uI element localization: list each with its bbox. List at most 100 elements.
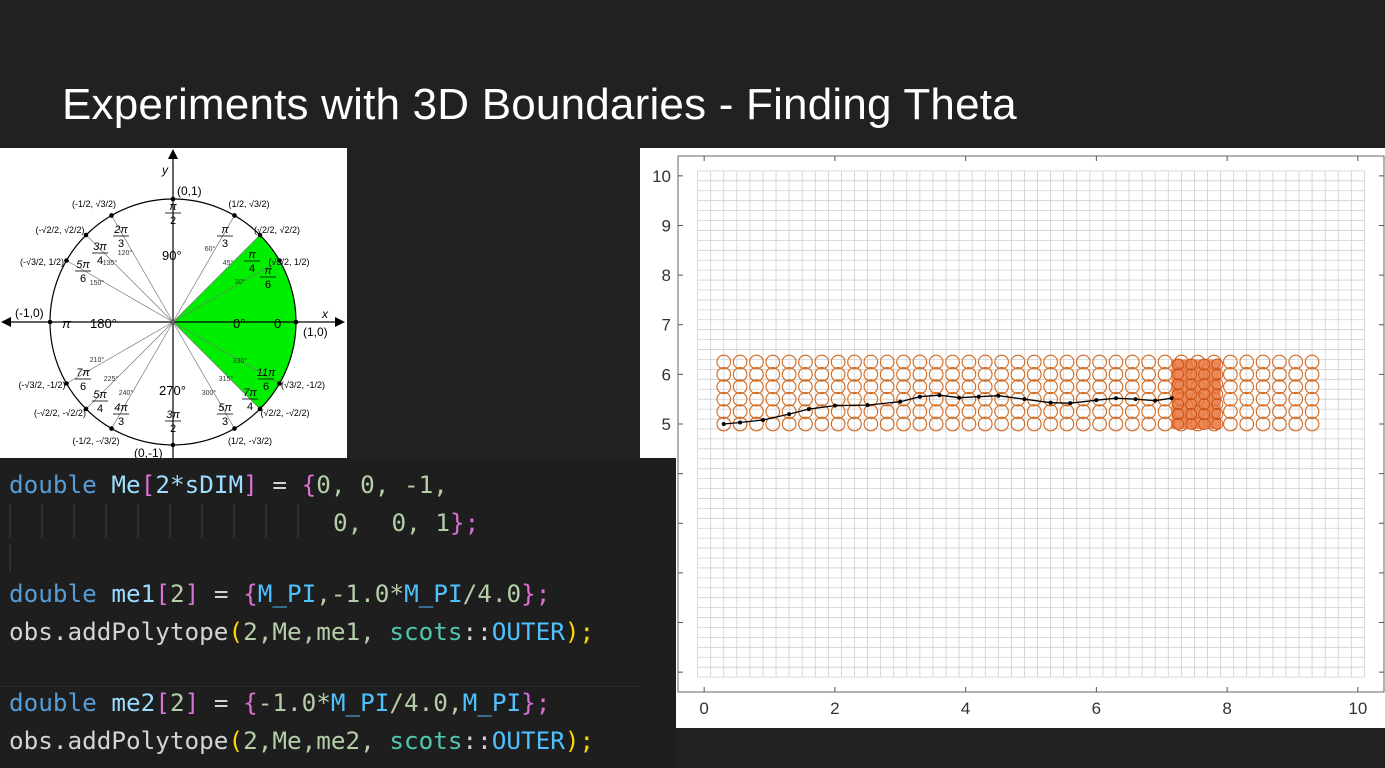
radian-label: π4 [244, 249, 260, 275]
obstacle-cell [1075, 391, 1091, 407]
obstacle-cell [1239, 354, 1255, 370]
circle-point-210 [64, 381, 69, 386]
degree-label: 60° [205, 245, 216, 253]
coordinate-label: (1/2, -√3/2) [228, 436, 272, 446]
radian-numerator: 5π [93, 389, 107, 401]
obstacle-cell [814, 367, 830, 382]
obstacle-cell [1288, 367, 1304, 382]
radian-label: 5π3 [217, 402, 233, 428]
obstacle-cell [1255, 354, 1271, 370]
obstacle-cell [961, 416, 977, 432]
trajectory-point [898, 399, 903, 404]
radian-numerator: 7π [76, 367, 90, 379]
target-cell [1211, 368, 1224, 381]
obstacle-cell [1059, 391, 1075, 407]
obstacle-cell [1108, 379, 1124, 395]
obstacle-cell [961, 391, 977, 407]
radian-denominator: 6 [80, 273, 86, 285]
obstacle-cell [1239, 416, 1255, 432]
obstacle-cell [1075, 354, 1091, 370]
obstacle-cell [879, 379, 895, 395]
trajectory-point [917, 394, 922, 399]
degree-label: 315° [219, 375, 234, 383]
coordinate-label: (√2/2, -√2/2) [261, 408, 310, 418]
obstacle-cell [1288, 416, 1304, 432]
circle-point-150 [64, 258, 69, 263]
obstacle-cell [830, 354, 846, 370]
target-cell [1211, 408, 1224, 420]
obstacle-cell [781, 354, 797, 370]
obstacle-cell [716, 379, 732, 395]
top-deg-label: 90° [162, 248, 182, 263]
target-cell [1185, 408, 1198, 420]
degree-label: 240° [119, 389, 134, 397]
obstacle-cell [1272, 354, 1287, 370]
obstacle-cell [977, 379, 993, 395]
obstacle-cell [814, 404, 830, 419]
target-cell [1185, 358, 1198, 371]
obstacle-cell [912, 404, 928, 419]
obstacle-cell [1239, 367, 1255, 382]
obstacle-cell [1092, 367, 1107, 382]
target-cell [1172, 398, 1184, 411]
obstacle-cell [961, 379, 977, 395]
coordinate-label: (-√3/2, -1/2) [19, 380, 66, 390]
obstacle-cell [863, 416, 879, 432]
spoke-210 [66, 321, 174, 384]
degree-label: 150° [90, 279, 105, 287]
target-cell [1185, 398, 1198, 411]
obstacle-cell [1010, 404, 1026, 419]
circle-point-120 [109, 213, 114, 218]
circle-point-0 [293, 319, 299, 325]
obstacle-cell [994, 379, 1009, 395]
obstacle-cell [1239, 391, 1255, 407]
circle-point-315 [257, 406, 263, 412]
radian-denominator: 4 [249, 263, 255, 275]
circle-point-180 [47, 319, 53, 325]
obstacle-cell [781, 379, 797, 395]
obstacle-cell [977, 404, 993, 419]
obstacle-cell [1124, 354, 1140, 370]
degree-label: 330° [233, 357, 248, 365]
obstacle-cell [896, 367, 911, 382]
obstacle-cell [847, 367, 862, 382]
coordinate-labels: (1/2, √3/2) (√2/2, √2/2) (√3/2, 1/2) (-1/2,… [19, 199, 325, 446]
obstacle-cell [1108, 354, 1124, 370]
coordinate-label: (-√2/2, √2/2) [36, 225, 85, 235]
point-top-label: (0,1) [177, 184, 202, 198]
trajectory-point [1022, 397, 1027, 402]
degree-label: 300° [202, 389, 217, 397]
spoke-30 [172, 260, 280, 323]
obstacle-cell [912, 416, 928, 432]
obstacle-cell [847, 379, 862, 395]
obstacle-cell [1092, 416, 1107, 432]
obstacle-cell [781, 367, 797, 382]
circle-point-135 [83, 232, 89, 238]
coordinate-label: (1/2, √3/2) [229, 199, 270, 209]
radian-numerator: 5π [76, 259, 90, 271]
obstacle-cell [749, 354, 764, 370]
obstacle-cell [896, 354, 911, 370]
indent-guides [9, 504, 299, 572]
circle-points [47, 196, 299, 448]
obstacle-cell [1223, 354, 1238, 370]
obstacle-cell [814, 379, 830, 395]
target-cell [1211, 418, 1224, 430]
y-tick-label: 8 [662, 266, 671, 285]
target-cell [1211, 378, 1224, 391]
radian-denominator: 6 [265, 279, 271, 291]
radian-label: π6 [260, 265, 276, 291]
coordinate-label: (√3/2, 1/2) [269, 257, 310, 267]
obstacle-cell [1059, 367, 1075, 382]
obstacle-cell [961, 367, 977, 382]
target-cell [1198, 398, 1211, 411]
circle-point-270 [170, 442, 176, 448]
circle-point-330 [277, 381, 282, 386]
trajectory-point [787, 412, 792, 417]
obstacle-cell [1092, 354, 1107, 370]
obstacle-cell [994, 354, 1009, 370]
target-area [1171, 359, 1221, 429]
trajectory-point [957, 395, 962, 400]
obstacle-cell [847, 354, 862, 370]
obstacle-cell [1108, 416, 1124, 432]
